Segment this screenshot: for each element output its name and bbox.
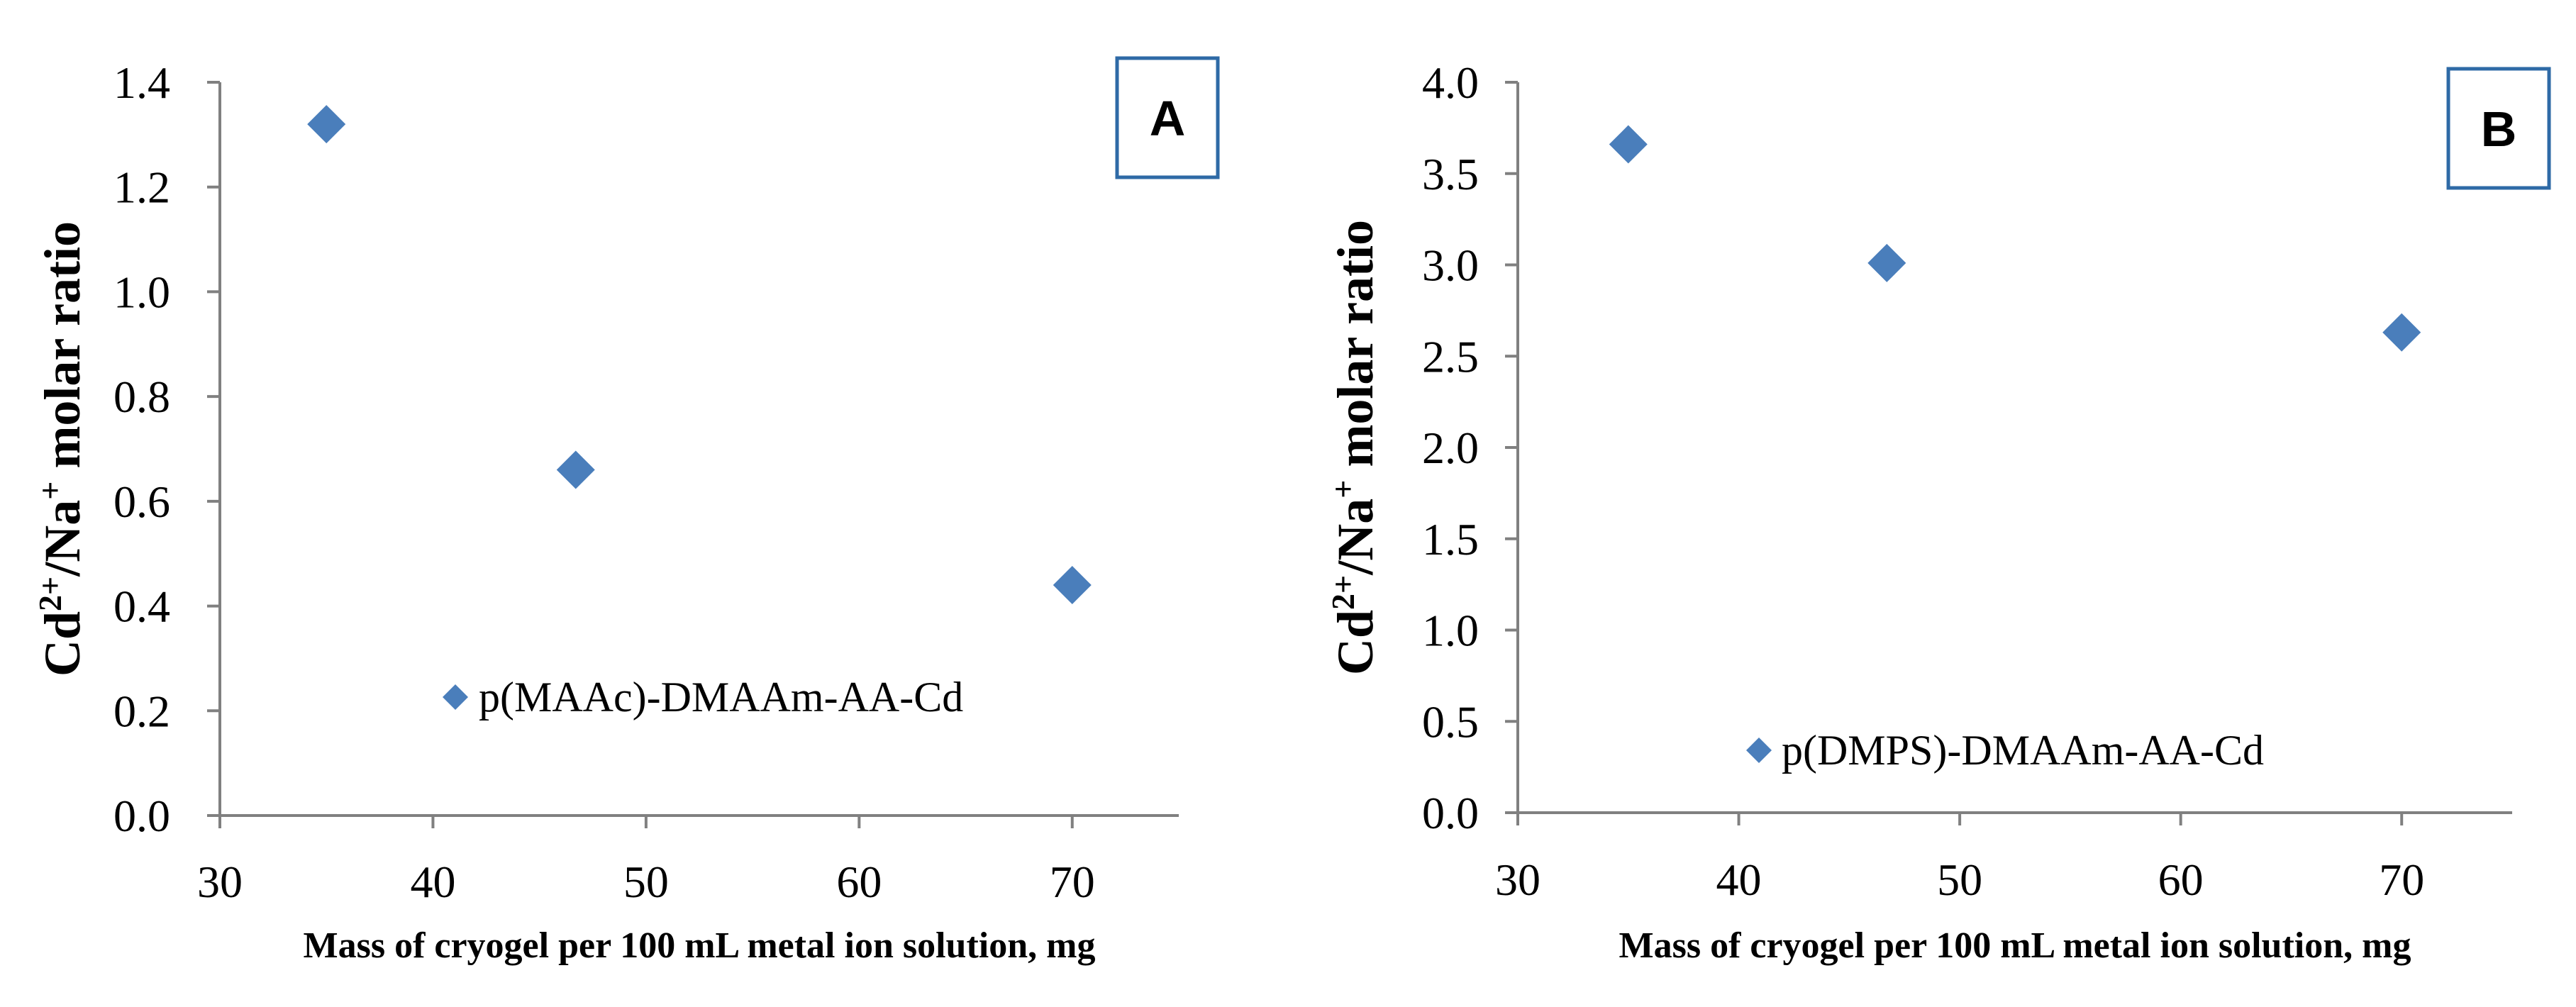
y-tick-label: 0.2 xyxy=(113,686,170,736)
x-axis-title: Mass of cryogel per 100 mL metal ion sol… xyxy=(1619,925,2411,966)
y-tick-label: 2.0 xyxy=(1422,423,1479,473)
legend-label: p(MAAc)-DMAAm-AA-Cd xyxy=(479,674,963,721)
y-tick-label: 4.0 xyxy=(1422,57,1479,108)
x-tick-label: 50 xyxy=(1937,855,1982,905)
x-tick-label: 60 xyxy=(2158,855,2204,905)
y-tick-label: 2.5 xyxy=(1422,331,1479,382)
y-tick-label: 0.6 xyxy=(113,477,170,527)
panel-label: A xyxy=(1150,91,1186,146)
y-tick-label: 1.2 xyxy=(113,162,170,213)
x-tick-label: 50 xyxy=(623,857,669,907)
y-tick-label: 0.5 xyxy=(1422,696,1479,747)
x-tick-label: 30 xyxy=(197,857,243,907)
chart-panel-b: 0.0 0.5 1.0 1.5 2.0 2.5 3.0 3.5 4.0 30 40 50 60 70 Mas… xyxy=(1325,57,2551,966)
y-tick-label: 3.5 xyxy=(1422,149,1479,199)
data-point xyxy=(556,450,595,489)
data-point xyxy=(1053,566,1092,605)
data-point xyxy=(1609,125,1648,164)
y-axis-title: Cd2+/Na+ molar ratio xyxy=(1325,220,1384,675)
x-tick-label: 40 xyxy=(410,857,455,907)
data-point xyxy=(1867,243,1906,282)
legend-label: p(DMPS)-DMAAm-AA-Cd xyxy=(1782,727,2264,774)
y-tick-label: 0.4 xyxy=(113,582,170,632)
y-tick-label: 1.4 xyxy=(113,57,170,108)
legend-marker xyxy=(443,684,468,710)
x-axis-title: Mass of cryogel per 100 mL metal ion sol… xyxy=(304,925,1096,966)
panel-label-box xyxy=(1115,56,1220,179)
y-tick-label: 0.8 xyxy=(113,372,170,422)
y-axis-title: Cd2+/Na+ molar ratio xyxy=(32,221,91,677)
y-tick-label: 3.0 xyxy=(1422,240,1479,291)
panel-label: B xyxy=(2481,101,2517,157)
y-tick-label: 1.0 xyxy=(113,267,170,317)
data-point xyxy=(307,105,346,144)
x-tick-label: 70 xyxy=(2379,855,2424,905)
data-point xyxy=(2382,313,2421,352)
x-tick-label: 60 xyxy=(836,857,882,907)
y-tick-label: 0.0 xyxy=(1422,788,1479,838)
y-tick-label: 0.0 xyxy=(113,791,170,841)
chart-panel-a: 0.0 0.2 0.4 0.6 0.8 1.0 1.2 1.4 30 40 50 60 70 Mass o… xyxy=(32,56,1220,966)
y-tick-label: 1.0 xyxy=(1422,606,1479,656)
x-tick-label: 40 xyxy=(1716,855,1762,905)
legend-marker xyxy=(1746,738,1772,763)
x-tick-label: 70 xyxy=(1050,857,1095,907)
x-tick-label: 30 xyxy=(1495,855,1540,905)
panel-label-box xyxy=(2446,67,2551,190)
y-tick-label: 1.5 xyxy=(1422,514,1479,564)
